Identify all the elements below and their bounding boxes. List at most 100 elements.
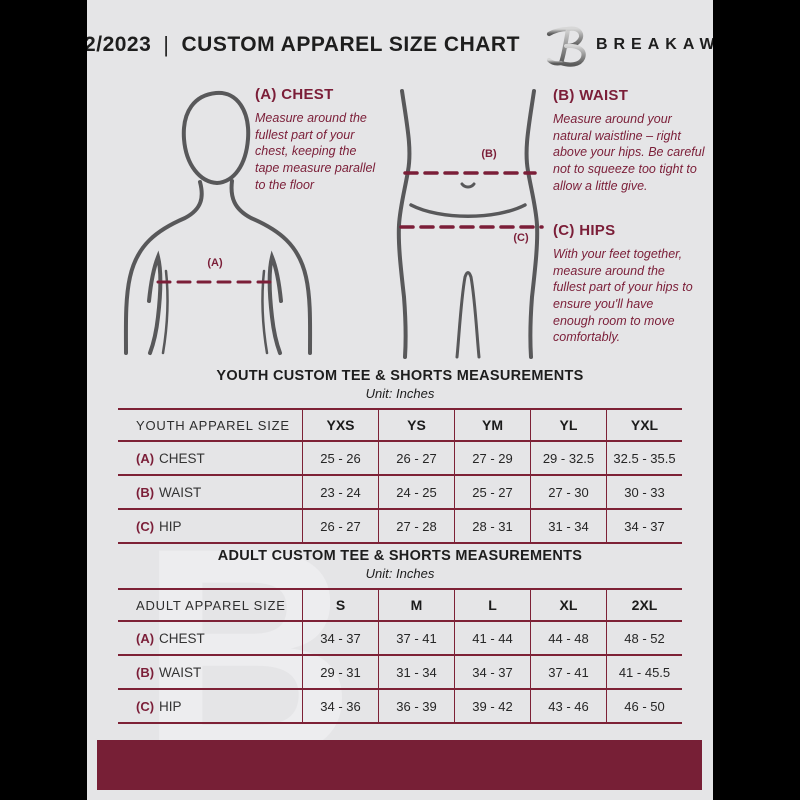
table-cell: 29 - 31 [302, 656, 378, 688]
size-chart-page: B 2022/2023 | CUSTOM APPAREL SIZE CHART [87, 0, 713, 800]
inner-leg-split [455, 271, 481, 359]
table-cell: 25 - 27 [454, 476, 530, 508]
hips-description: With your feet together, measure around … [553, 247, 693, 345]
youth-table-unit: Unit: Inches [365, 386, 435, 401]
chest-figure: (A) [113, 85, 317, 358]
table-cell: 27 - 28 [378, 510, 454, 542]
column-header: YXL [606, 410, 682, 440]
row-prefix: (C) [136, 518, 155, 534]
footer-bar [97, 740, 702, 790]
column-header: XL [530, 590, 606, 620]
column-header: S [302, 590, 378, 620]
table-cell: 41 - 44 [454, 622, 530, 654]
table-row-waist: (B) WAIST 29 - 31 31 - 34 34 - 37 37 - 41… [118, 656, 682, 690]
column-header-size: ADULT APPAREL SIZE [136, 597, 286, 613]
table-row-chest: (A) CHEST 34 - 37 37 - 41 41 - 44 44 - 48… [118, 622, 682, 656]
left-shoulder-arm [123, 180, 204, 355]
left-armpit-line [147, 250, 163, 355]
left-inner-arm-line [161, 269, 169, 355]
table-cell: 23 - 24 [302, 476, 378, 508]
hip-crease-curve [409, 203, 527, 218]
chest-marker-label: (A) [207, 257, 223, 269]
table-cell: 24 - 25 [378, 476, 454, 508]
row-label: WAIST [159, 484, 202, 500]
waist-marker-label: (B) [481, 148, 497, 160]
youth-size-table: YOUTH APPAREL SIZE YXS YS YM YL YXL (A) C… [118, 408, 682, 544]
row-prefix: (A) [136, 450, 155, 466]
brand-lockup: BREAKAWAY [546, 22, 713, 68]
hips-marker-label: (C) [513, 232, 529, 244]
hips-guide-block: (C) HIPS With your feet together, measur… [553, 222, 698, 346]
row-label: CHEST [159, 450, 205, 466]
row-header: (B) WAIST [118, 476, 302, 508]
column-header-size: YOUTH APPAREL SIZE [136, 417, 290, 433]
table-cell: 44 - 48 [530, 622, 606, 654]
table-cell: 31 - 34 [530, 510, 606, 542]
head-outline [181, 90, 251, 186]
right-inner-arm-line [261, 269, 269, 355]
table-cell: 27 - 30 [530, 476, 606, 508]
table-cell: 27 - 29 [454, 442, 530, 474]
column-header: YXS [302, 410, 378, 440]
waist-guide-block: (B) WAIST Measure around your natural wa… [553, 87, 705, 194]
table-cell: 41 - 45.5 [606, 656, 682, 688]
table-header-row: YOUTH APPAREL SIZE YXS YS YM YL YXL [118, 410, 682, 442]
table-header-row: ADULT APPAREL SIZE S M L XL 2XL [118, 590, 682, 622]
row-label: HIP [159, 698, 182, 714]
table-cell: 34 - 37 [454, 656, 530, 688]
table-cell: 39 - 42 [454, 690, 530, 722]
column-header: YS [378, 410, 454, 440]
hips-heading: (C) HIPS [553, 222, 616, 239]
youth-table-section: YOUTH CUSTOM TEE & SHORTS MEASUREMENTS U… [118, 368, 682, 544]
column-header: YM [454, 410, 530, 440]
row-label: HIP [159, 518, 182, 534]
season-label: 2022/2023 [87, 33, 152, 56]
table-cell: 32.5 - 35.5 [606, 442, 682, 474]
chest-heading: (A) CHEST [255, 86, 334, 103]
waist-heading: (B) WAIST [553, 87, 629, 104]
chest-description: Measure around the fullest part of your … [255, 111, 376, 192]
table-cell: 43 - 46 [530, 690, 606, 722]
table-cell: 37 - 41 [530, 656, 606, 688]
table-row-waist: (B) WAIST 23 - 24 24 - 25 25 - 27 27 - 30… [118, 476, 682, 510]
row-prefix: (B) [136, 484, 155, 500]
row-prefix: (C) [136, 698, 155, 714]
table-cell: 46 - 50 [606, 690, 682, 722]
right-side-outline [524, 89, 540, 359]
upper-body-outline-icon [123, 90, 313, 355]
column-header: L [454, 590, 530, 620]
chest-guide-block: (A) CHEST Measure around the fullest par… [255, 86, 381, 193]
page-header: 2022/2023 | CUSTOM APPAREL SIZE CHART [87, 22, 713, 68]
adult-table-unit: Unit: Inches [365, 566, 435, 581]
brand-name: BREAKAWAY [595, 36, 713, 53]
table-cell: 31 - 34 [378, 656, 454, 688]
page-title: CUSTOM APPAREL SIZE CHART [181, 33, 520, 56]
table-cell: 25 - 26 [302, 442, 378, 474]
table-row-hip: (C) HIP 34 - 36 36 - 39 39 - 42 43 - 46 4… [118, 690, 682, 724]
table-cell: 30 - 33 [606, 476, 682, 508]
table-cell: 34 - 37 [606, 510, 682, 542]
table-cell: 37 - 41 [378, 622, 454, 654]
title-divider: | [163, 32, 170, 57]
row-header: (C) HIP [118, 510, 302, 542]
table-cell: 34 - 37 [302, 622, 378, 654]
header-title: 2022/2023 | CUSTOM APPAREL SIZE CHART [87, 32, 520, 58]
adult-table-section: ADULT CUSTOM TEE & SHORTS MEASUREMENTS U… [118, 548, 682, 724]
right-shoulder-arm [229, 179, 313, 355]
waist-description: Measure around your natural waistline – … [553, 112, 705, 193]
left-side-outline [396, 89, 412, 359]
table-cell: 26 - 27 [302, 510, 378, 542]
table-cell: 28 - 31 [454, 510, 530, 542]
table-cell: 48 - 52 [606, 622, 682, 654]
column-header: 2XL [606, 590, 682, 620]
row-header: (A) CHEST [118, 442, 302, 474]
column-header: M [378, 590, 454, 620]
waist-hips-figure: (B) (C) [395, 85, 547, 360]
row-header: (C) HIP [118, 690, 302, 722]
row-label: CHEST [159, 630, 205, 646]
navel-mark [460, 182, 476, 189]
lower-body-outline-icon [396, 89, 544, 359]
table-cell: 29 - 32.5 [530, 442, 606, 474]
row-header: (B) WAIST [118, 656, 302, 688]
